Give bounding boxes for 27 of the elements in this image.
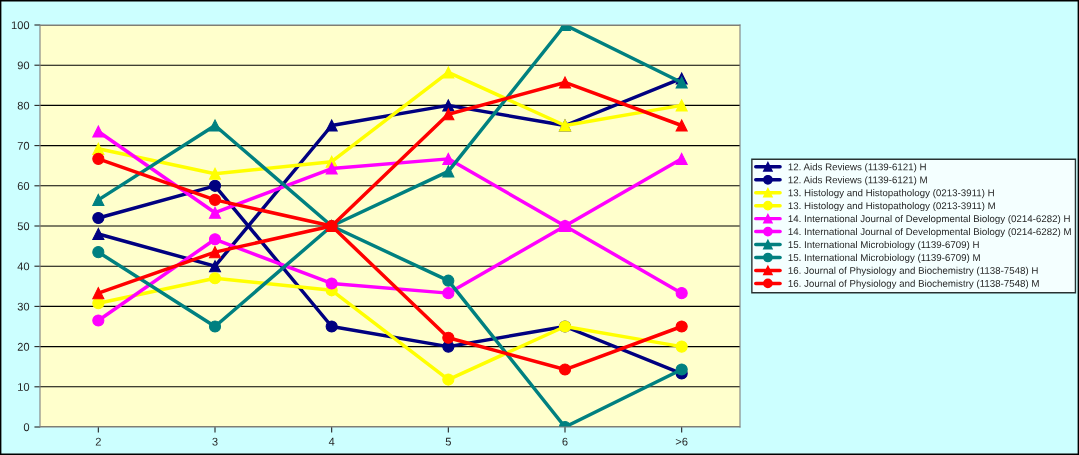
legend-label: 14. International Journal of Developmental Biology (0214-6282) M	[788, 227, 1071, 238]
y-tick-label: 60	[17, 182, 30, 190]
legend-label: 16. Journal of Physiology and Biochemistry (1138-7548) M	[788, 279, 1039, 289]
x-tick-label: >6	[675, 437, 688, 446]
legend-label: 16. Journal of Physiology and Biochemistry (1138-7548) H	[788, 266, 1038, 276]
y-tick-label: 30	[17, 302, 30, 311]
y-tick-label: 0	[23, 423, 30, 432]
x-tick-label: 3	[212, 437, 218, 446]
y-tick-label: 10	[18, 383, 30, 391]
legend-label: 15. International Microbiology (1139-6709) M	[788, 253, 980, 263]
legend-label: 12. Aids Reviews (1139-6121) M	[788, 176, 927, 186]
y-tick-label: 70	[17, 141, 30, 150]
legend-label: 13. Histology and Histopathology (0213-3911) M	[788, 202, 995, 212]
legend-label: 12. Aids Reviews (1139-6121) H	[788, 163, 926, 173]
legend-label: 13. Histology and Histopathology (0213-3911) H	[788, 189, 994, 199]
x-tick-label: 5	[445, 437, 451, 446]
x-tick-label: 6	[562, 437, 568, 446]
legend-label: 15. International Microbiology (1139-6709) H	[788, 240, 979, 250]
legend-label: 14. International Journal of Developmental Biology (0214-6282) H	[788, 214, 1070, 225]
y-tick-label: 80	[17, 101, 30, 110]
y-tick-label: 90	[17, 61, 30, 70]
y-tick-label: 20	[17, 342, 30, 351]
x-tick-label: 2	[95, 437, 101, 446]
x-tick-label: 4	[328, 437, 335, 446]
y-tick-label: 100	[11, 21, 30, 30]
y-tick-label: 50	[17, 222, 30, 231]
y-tick-label: 40	[17, 262, 30, 271]
